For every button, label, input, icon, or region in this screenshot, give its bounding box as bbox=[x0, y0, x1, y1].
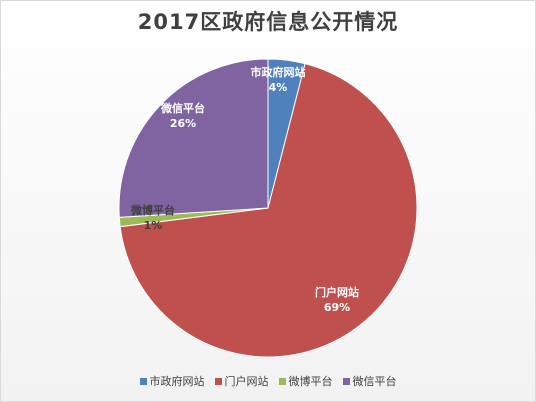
slice-percent-label: 69% bbox=[324, 301, 350, 314]
legend-label: 微信平台 bbox=[352, 375, 397, 388]
legend: 市政府网站 门户网站 微博平台 微信平台 bbox=[0, 373, 536, 389]
pie-slice-4 bbox=[118, 58, 269, 218]
slice-percent-label: 26% bbox=[170, 117, 196, 130]
legend-label: 微博平台 bbox=[288, 375, 333, 388]
legend-label: 市政府网站 bbox=[149, 375, 205, 388]
pie-slice-2 bbox=[119, 63, 418, 358]
legend-label: 门户网站 bbox=[224, 375, 269, 388]
pie-slices bbox=[118, 58, 418, 358]
slice-percent-label: 1% bbox=[144, 219, 163, 232]
slice-category-label: 微信平台 bbox=[160, 101, 205, 115]
chart-title: 2017区政府信息公开情况 bbox=[137, 10, 399, 34]
pie-labels: 市政府网站 4% 门户网站 69% 微博平台 1% 微信平台 26% bbox=[130, 65, 359, 314]
slice-category-label: 微博平台 bbox=[130, 203, 175, 217]
legend-swatch bbox=[278, 377, 286, 385]
legend-item: 微信平台 bbox=[342, 373, 397, 389]
legend-swatch bbox=[214, 377, 222, 385]
legend-item: 门户网站 bbox=[214, 373, 269, 389]
legend-swatch bbox=[139, 377, 147, 385]
slice-category-label: 门户网站 bbox=[315, 285, 359, 299]
slice-percent-label: 4% bbox=[269, 81, 288, 94]
legend-swatch bbox=[342, 377, 350, 385]
legend-item: 市政府网站 bbox=[139, 373, 205, 389]
slice-category-label: 市政府网站 bbox=[251, 65, 306, 79]
legend-item: 微博平台 bbox=[278, 373, 333, 389]
